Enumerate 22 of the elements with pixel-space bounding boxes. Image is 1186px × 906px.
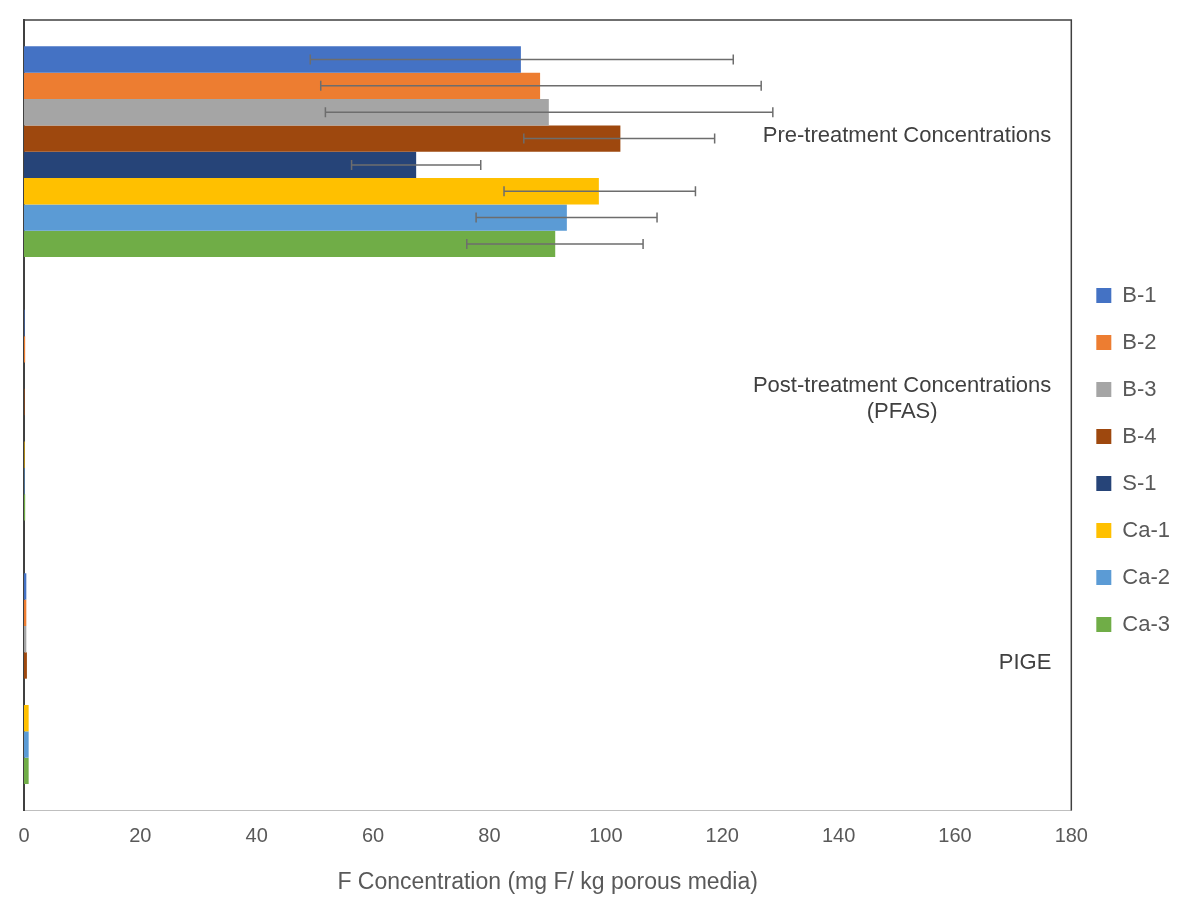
x-tick-label: 180 (1054, 823, 1088, 846)
x-tick-label: 20 (129, 823, 152, 846)
x-tick-label: 160 (938, 823, 972, 846)
x-tick-label: 0 (18, 823, 30, 846)
legend-label: B-3 (1122, 375, 1157, 401)
x-axis-title: F Concentration (mg F/ kg porous media) (337, 867, 758, 894)
x-tick-label: 80 (478, 823, 501, 846)
y-tick-label: Post-treatment Concentrations (PFAS) (752, 372, 1052, 424)
y-tick-label: PIGE (998, 648, 1052, 674)
legend-label: B-1 (1122, 281, 1157, 307)
x-tick-label: 60 (361, 823, 385, 846)
legend-label: Ca-2 (1122, 563, 1170, 589)
legend-label: Ca-1 (1122, 516, 1170, 542)
x-tick-label: 40 (245, 823, 268, 846)
legend-label: Ca-3 (1122, 610, 1170, 636)
legend-label: B-4 (1122, 422, 1157, 448)
x-tick-label: 120 (705, 823, 739, 846)
legend-label: B-2 (1122, 328, 1157, 354)
y-tick-label: Pre-treatment Concentrations (762, 121, 1052, 147)
x-tick-label: 140 (821, 823, 856, 846)
legend-label: S-1 (1122, 469, 1157, 495)
x-tick-label: 100 (589, 823, 623, 846)
